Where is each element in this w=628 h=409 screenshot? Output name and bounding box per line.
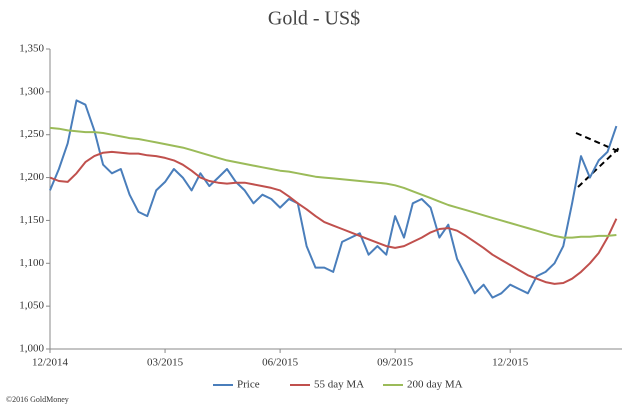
series-line <box>49 126 617 239</box>
y-tick-label: 1,250 <box>19 128 44 140</box>
series-line <box>49 150 618 285</box>
legend-label: 200 day MA <box>407 379 463 391</box>
legend-label: 55 day MA <box>314 379 364 391</box>
series-line <box>49 99 618 299</box>
y-tick-label: 1,000 <box>19 343 44 355</box>
x-tick-label: 12/2014 <box>32 357 69 369</box>
x-tick-label: 03/2015 <box>147 357 184 369</box>
y-tick-label: 1,300 <box>19 85 44 97</box>
x-tick-label: 09/2015 <box>377 357 414 369</box>
y-tick-label: 1,200 <box>19 171 44 183</box>
chart-title: Gold - US$ <box>268 8 360 30</box>
y-tick-label: 1,100 <box>19 257 44 269</box>
x-tick-label: 12/2015 <box>492 357 529 369</box>
triangle-annotation <box>575 132 621 188</box>
credit: ©2016 GoldMoney <box>6 395 69 404</box>
y-tick-label: 1,050 <box>19 300 44 312</box>
y-tick-label: 1,150 <box>19 214 44 226</box>
legend-label: Price <box>237 379 260 391</box>
x-tick-label: 06/2015 <box>262 357 299 369</box>
y-tick-label: 1,350 <box>19 43 44 55</box>
